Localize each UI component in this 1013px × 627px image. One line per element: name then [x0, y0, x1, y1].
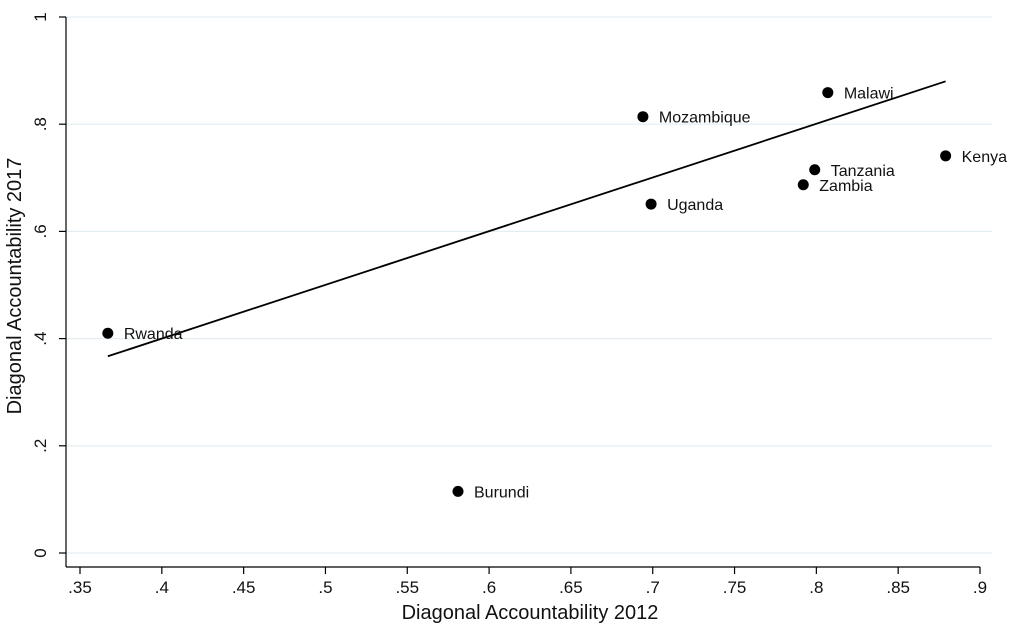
- point-kenya: [940, 150, 952, 162]
- data-points: Rwanda Burundi Mozambique Uganda Malawi Tanza…: [102, 86, 1007, 501]
- axes: [65, 17, 980, 568]
- x-tick-label-6: .65: [559, 578, 583, 597]
- y-tick-label-0: 0: [31, 548, 50, 557]
- x-tick-label-9: .8: [809, 578, 823, 597]
- point-rwanda: [102, 327, 114, 339]
- point-zambia: [797, 179, 809, 191]
- point-mozambique: [637, 111, 649, 123]
- x-tick-label-5: .6: [482, 578, 496, 597]
- point-label-kenya: Kenya: [962, 149, 1007, 166]
- y-tick-label-5: 1: [31, 12, 50, 21]
- x-tick-label-8: .75: [723, 578, 747, 597]
- point-label-burundi: Burundi: [474, 484, 529, 501]
- y-tick-label-3: .6: [31, 224, 50, 238]
- point-label-rwanda: Rwanda: [124, 326, 183, 343]
- x-tick-label-10: .85: [886, 578, 910, 597]
- y-axis-title: Diagonal Accountability 2017: [4, 158, 26, 415]
- fit-line: [107, 80, 946, 358]
- point-uganda: [645, 198, 657, 210]
- x-tick-label-3: .5: [318, 578, 332, 597]
- y-tick-label-4: .8: [31, 117, 50, 131]
- x-axis-title: Diagonal Accountability 2012: [402, 602, 659, 624]
- x-axis-ticks: .35 .4 .45 .5 .55 .6 .65 .7 .75 .8 .85 .9: [68, 567, 987, 597]
- point-label-mozambique: Mozambique: [659, 110, 751, 127]
- point-malawi: [822, 87, 834, 99]
- point-label-tanzania: Tanzania: [831, 163, 895, 180]
- point-burundi: [452, 485, 464, 497]
- point-tanzania: [809, 164, 821, 176]
- point-label-malawi: Malawi: [844, 86, 894, 103]
- x-tick-label-11: .9: [973, 578, 987, 597]
- x-tick-label-7: .7: [646, 578, 660, 597]
- point-label-zambia: Zambia: [819, 178, 872, 195]
- x-tick-label-4: .55: [395, 578, 419, 597]
- point-label-uganda: Uganda: [667, 197, 723, 214]
- x-tick-label-0: .35: [68, 578, 92, 597]
- x-tick-label-1: .4: [155, 578, 169, 597]
- gridlines: [66, 16, 992, 554]
- x-tick-label-2: .45: [232, 578, 256, 597]
- y-tick-label-1: .2: [31, 439, 50, 453]
- y-axis-ticks: 0 .2 .4 .6 .8 1: [31, 12, 66, 558]
- y-tick-label-2: .4: [31, 332, 50, 346]
- fit-line-group: [107, 80, 946, 358]
